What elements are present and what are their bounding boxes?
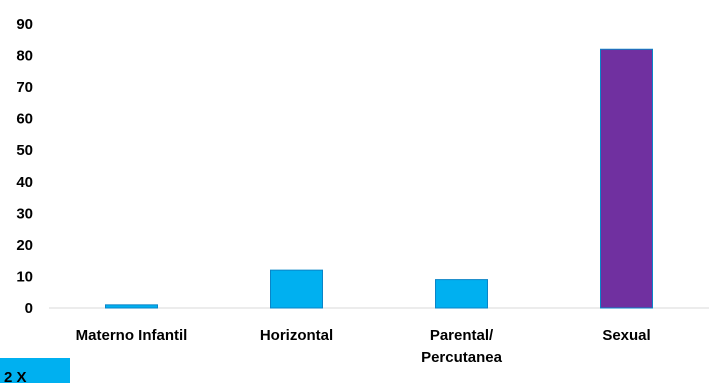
- y-tick-label: 30: [16, 205, 33, 222]
- x-category-label: Percutanea: [421, 349, 503, 366]
- y-tick-label: 60: [16, 111, 33, 128]
- y-tick-label: 70: [16, 79, 33, 96]
- y-axis-ticks: 0 10 20 30 40 50 60 70 80 90: [16, 16, 33, 317]
- y-tick-label: 10: [16, 268, 33, 285]
- x-category-label: Parental/: [430, 327, 494, 344]
- y-tick-label: 50: [16, 142, 33, 159]
- bar: [600, 48, 653, 309]
- y-tick-label: 80: [16, 48, 33, 65]
- corner-tab-label: 2 X: [4, 369, 27, 383]
- x-category-label: Horizontal: [260, 327, 333, 344]
- corner-tab: 2 X: [0, 358, 70, 383]
- x-axis-categories: Materno Infantil Horizontal Parental/Percu…: [76, 327, 651, 366]
- bars: [105, 48, 653, 309]
- bar: [270, 269, 323, 309]
- y-tick-label: 90: [16, 16, 33, 33]
- y-tick-label: 20: [16, 237, 33, 254]
- x-category-label: Materno Infantil: [76, 327, 188, 344]
- y-tick-label: 40: [16, 174, 33, 191]
- bar: [435, 279, 488, 309]
- x-category-label: Sexual: [602, 327, 650, 344]
- bar: [105, 304, 158, 309]
- y-tick-label: 0: [25, 300, 33, 317]
